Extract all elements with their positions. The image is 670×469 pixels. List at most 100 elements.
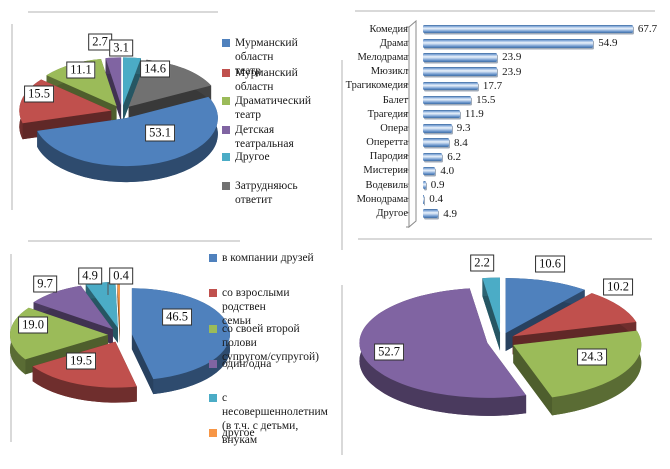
- pie-slice-face: [105, 57, 122, 106]
- bar-row: Другое 4.9: [340, 206, 670, 220]
- bar-value-label: 4.0: [440, 164, 455, 177]
- chart-border-left: [341, 285, 343, 455]
- legend-swatch-icon: [209, 254, 217, 262]
- bar-value-label: 0.9: [430, 179, 445, 192]
- legend-label: Затрудняюсь ответит: [235, 180, 298, 206]
- pie-slice-face: [123, 58, 141, 122]
- bar-row: Опера 9.3: [340, 121, 670, 135]
- chart-border-left: [341, 60, 343, 250]
- legend-label: с несовершеннолетним (в т.ч. с детьми, в…: [222, 392, 328, 446]
- legend-swatch-icon: [209, 360, 217, 368]
- bar-value-label: 17.7: [482, 79, 503, 92]
- pie-chart-attendance: 10.6 10.2 24.3 52.7 2.2: [335, 235, 670, 469]
- bar-value-label: 67.7: [637, 23, 658, 36]
- category-label: Оперетта: [366, 137, 408, 149]
- bar-rows: Комедия 67.7 Драма 54.9 Мелодрама 23.9 Мюзикл 2…: [340, 22, 670, 221]
- legend-swatch-icon: [209, 289, 217, 297]
- pie-data-label: 4.9: [78, 267, 102, 285]
- bar-value-label: 6.2: [447, 150, 461, 163]
- pie-slice-face: [359, 288, 527, 398]
- bar: [423, 166, 436, 176]
- category-label: Монодрама: [356, 193, 408, 205]
- bar-row: Трагикомедия 17.7: [340, 79, 670, 93]
- pie-data-label: 3.1: [109, 39, 133, 57]
- pie-legend: Мурманский областн театр Мурманский облас…: [0, 0, 335, 235]
- bar: [423, 138, 449, 147]
- pie-data-label: 2.7: [88, 33, 112, 51]
- bar-value-label: 9.3: [456, 122, 471, 135]
- pie-data-label: 24.3: [577, 348, 607, 366]
- legend-item: другое: [209, 426, 255, 440]
- pie-slice-face: [482, 278, 501, 351]
- legend-item: Драматический театр: [222, 94, 335, 122]
- pie-slice-face: [123, 57, 141, 106]
- category-label: Мистерия: [363, 165, 408, 177]
- category-label: Трагикомедия: [345, 80, 408, 92]
- bar-row: Драма 54.9: [340, 36, 670, 50]
- legend-label: Другое: [235, 151, 270, 163]
- legend-label: со своей второй полови супругом/супругой…: [222, 323, 320, 363]
- legend-swatch-icon: [222, 69, 230, 77]
- bar: [423, 152, 443, 162]
- pie-slice-face: [33, 285, 113, 330]
- bar-value-label: 54.9: [598, 37, 618, 50]
- bar-value-label: 8.4: [454, 136, 468, 149]
- chart-border-top: [358, 238, 652, 240]
- legend-item: Затрудняюсь ответит: [222, 179, 335, 207]
- pie-slice-face: [117, 281, 120, 328]
- legend-swatch-icon: [222, 126, 230, 134]
- category-label: Драма: [379, 37, 408, 49]
- legend-item: Мурманский областн: [222, 66, 335, 94]
- bar: [423, 195, 425, 204]
- legend-swatch-icon: [209, 394, 217, 402]
- category-axis-wall: [406, 19, 417, 229]
- pie-chart-theatres: 53.1 15.5 11.1 2.7 3.1 14.6 Мурманский област…: [0, 0, 335, 235]
- legend-label: Мурманский областн: [235, 67, 298, 93]
- bar: [423, 180, 426, 190]
- bar: [423, 24, 633, 34]
- legend-swatch-icon: [222, 97, 230, 105]
- bar: [423, 81, 478, 91]
- pie-slice-face: [505, 278, 585, 334]
- legend-label: другое: [222, 427, 255, 439]
- pie-3d-graphic: [10, 281, 230, 403]
- legend-item: один/одна: [209, 357, 271, 371]
- chart-border-top: [355, 10, 655, 12]
- legend-label: Мурманский областн театр: [235, 37, 298, 77]
- legend-item: со своей второй полови супругом/супругой…: [209, 322, 335, 364]
- pie-slice-face: [37, 96, 218, 183]
- bar-value-label: 15.5: [476, 94, 496, 107]
- pie-slice-face: [32, 366, 137, 403]
- pie-slice-face: [85, 281, 118, 328]
- legend-label: со взрослыми родствен семьи: [222, 287, 290, 327]
- chart-border-top: [28, 11, 218, 13]
- category-label: Мюзикл: [370, 66, 408, 78]
- bar-row: Трагедия 11.9: [340, 107, 670, 121]
- bar-row: Водевиль 0.9: [340, 178, 670, 192]
- bar-value-label: 23.9: [502, 51, 522, 64]
- bar-row: Мистерия 4.0: [340, 164, 670, 178]
- legend-item: Мурманский областн театр: [222, 36, 335, 78]
- pie-slice-face: [512, 293, 637, 337]
- bar-value-label: 11.9: [464, 108, 484, 121]
- pie-data-label: 53.1: [145, 124, 175, 142]
- pie-slice-face: [131, 334, 154, 395]
- pie-data-label: 46.5: [162, 308, 192, 326]
- category-label: Мелодрама: [357, 51, 408, 63]
- bar: [423, 39, 594, 48]
- bar-value-label: 4.9: [443, 207, 457, 220]
- bar-row: Балет 15.5: [340, 93, 670, 107]
- legend-item: Другое: [222, 150, 270, 164]
- bar-value-label: 0.4: [429, 193, 443, 206]
- bar: [423, 53, 498, 62]
- pie-3d-graphic: [359, 277, 642, 416]
- pie-data-label: 0.4: [109, 267, 133, 285]
- bar: [423, 209, 439, 218]
- category-label: Балет: [382, 94, 408, 106]
- bar: [423, 67, 498, 76]
- pie-slice-face: [552, 330, 642, 416]
- category-label: Водевиль: [365, 179, 408, 191]
- pie-slice-face: [359, 288, 527, 416]
- pie-data-label: 52.7: [374, 343, 404, 361]
- bar: [423, 95, 472, 105]
